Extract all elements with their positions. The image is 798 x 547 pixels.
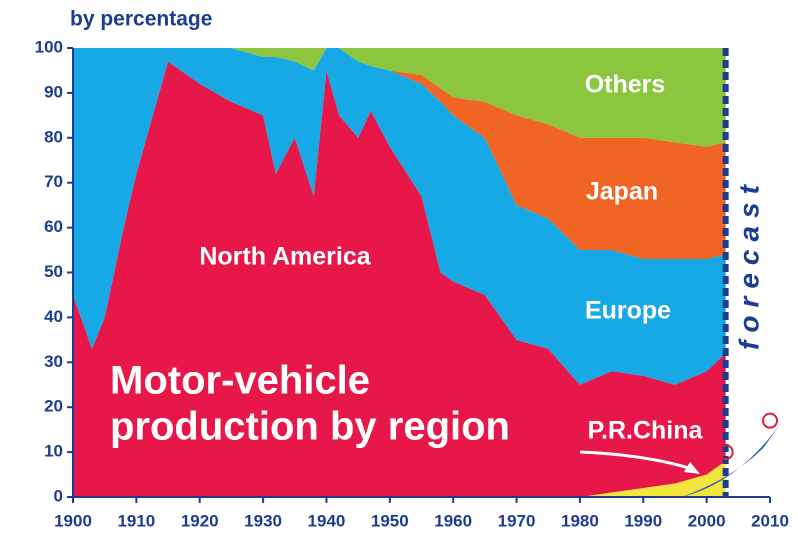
- x-tick-label: 1930: [244, 511, 282, 530]
- x-tick-label: 1960: [434, 511, 472, 530]
- chart-title: production by region: [110, 405, 510, 449]
- x-tick-label: 1920: [181, 511, 219, 530]
- x-tick-label: 1910: [117, 511, 155, 530]
- area: [73, 48, 726, 147]
- area: [73, 61, 726, 497]
- y-tick-label: 10: [44, 442, 63, 461]
- series-label: Japan: [586, 178, 658, 206]
- forecast-point: [762, 412, 778, 429]
- y-tick-label: 100: [35, 37, 63, 56]
- area: [73, 48, 726, 385]
- subtitle: by percentage: [70, 8, 212, 31]
- x-tick-label: 2010: [751, 511, 789, 530]
- chart-title: Motor-vehicle: [110, 359, 370, 403]
- china-pointer-head: [684, 462, 700, 474]
- x-tick-label: 1950: [371, 511, 409, 530]
- y-tick-label: 20: [44, 397, 63, 416]
- y-tick-label: 60: [44, 217, 63, 236]
- y-tick-label: 50: [44, 262, 63, 281]
- y-tick-label: 40: [44, 307, 63, 326]
- x-tick-label: 1980: [561, 511, 599, 530]
- china-pointer: [579, 450, 696, 472]
- x-tick-label: 2000: [688, 511, 726, 530]
- y-tick-label: 0: [54, 486, 63, 505]
- x-tick-label: 1900: [54, 511, 92, 530]
- series-label: P.R.China: [588, 417, 704, 445]
- series-label: Others: [585, 71, 666, 99]
- x-tick-label: 1990: [624, 511, 662, 530]
- area: [73, 48, 726, 260]
- series-label: North America: [199, 243, 371, 271]
- y-tick-label: 80: [44, 127, 63, 146]
- y-tick-label: 30: [44, 352, 63, 371]
- y-tick-label: 70: [44, 172, 63, 191]
- forecast-label: forecast: [733, 177, 764, 350]
- area: [73, 461, 726, 497]
- x-tick-label: 1940: [308, 511, 346, 530]
- series-label: Europe: [585, 297, 671, 325]
- y-tick-label: 90: [44, 82, 63, 101]
- forecast-point: [717, 444, 734, 461]
- x-tick-label: 1970: [498, 511, 536, 530]
